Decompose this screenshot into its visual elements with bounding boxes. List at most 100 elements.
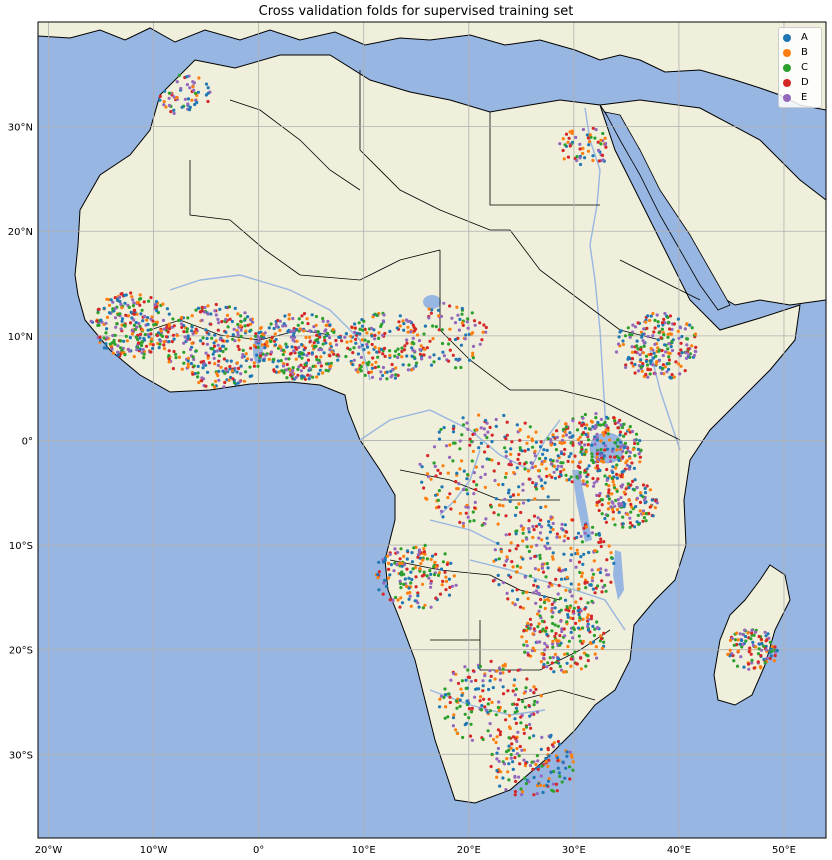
data-point-2442 xyxy=(566,615,570,619)
data-point-2232 xyxy=(454,583,458,587)
data-point-326 xyxy=(256,364,260,368)
data-point-609 xyxy=(312,341,316,345)
data-point-2175 xyxy=(444,588,448,592)
data-point-3000 xyxy=(473,323,477,327)
data-point-3088 xyxy=(600,512,604,516)
legend-marker-b xyxy=(783,48,791,57)
data-point-407 xyxy=(252,361,256,365)
data-point-1309 xyxy=(663,343,667,347)
data-point-1511 xyxy=(615,472,619,476)
data-point-971 xyxy=(383,354,387,358)
data-point-3058 xyxy=(650,498,654,502)
data-point-2034 xyxy=(590,576,595,580)
data-point-2688 xyxy=(454,699,459,703)
data-point-2336 xyxy=(554,631,558,636)
data-point-456 xyxy=(212,344,217,348)
data-point-1130 xyxy=(667,358,672,362)
data-point-357 xyxy=(220,320,224,324)
data-point-1743 xyxy=(504,454,508,458)
data-point-630 xyxy=(296,367,300,371)
data-point-2479 xyxy=(602,640,606,644)
data-point-3135 xyxy=(651,514,655,518)
data-point-1750 xyxy=(532,514,537,518)
data-point-1434 xyxy=(567,455,571,459)
data-point-943 xyxy=(360,343,365,347)
data-point-2428 xyxy=(581,617,585,621)
data-point-68 xyxy=(111,333,115,338)
data-point-774 xyxy=(330,350,334,354)
data-point-1545 xyxy=(616,438,620,442)
data-point-1627 xyxy=(595,452,599,456)
data-point-3161 xyxy=(619,503,624,508)
data-point-571 xyxy=(322,351,326,355)
data-point-2268 xyxy=(377,560,381,564)
data-point-2285 xyxy=(388,552,392,557)
data-point-1023 xyxy=(206,91,210,95)
data-point-2295 xyxy=(400,564,404,568)
data-point-1783 xyxy=(552,470,556,474)
data-point-2 xyxy=(149,296,153,300)
data-point-2911 xyxy=(758,665,763,669)
data-point-2817 xyxy=(513,790,518,794)
data-point-318 xyxy=(172,349,176,354)
data-point-1471 xyxy=(587,427,592,431)
data-point-2120 xyxy=(534,524,539,528)
data-point-2561 xyxy=(498,730,502,734)
data-point-2145 xyxy=(583,607,587,611)
data-point-1952 xyxy=(497,557,501,561)
data-point-1787 xyxy=(472,519,476,523)
data-point-2184 xyxy=(410,577,414,582)
data-point-2079 xyxy=(499,550,504,554)
data-point-1742 xyxy=(543,481,547,485)
data-point-2191 xyxy=(389,563,393,567)
data-point-1095 xyxy=(599,142,603,146)
data-point-3079 xyxy=(610,500,614,504)
data-point-2516 xyxy=(579,656,583,660)
data-point-2510 xyxy=(562,627,566,631)
data-point-2301 xyxy=(400,561,404,565)
data-point-239 xyxy=(135,300,139,305)
data-point-2845 xyxy=(747,650,751,654)
data-point-2617 xyxy=(473,695,477,699)
data-point-2094 xyxy=(562,552,566,556)
data-point-141 xyxy=(115,322,119,326)
data-point-1704 xyxy=(518,438,522,442)
data-point-1508 xyxy=(562,452,566,456)
x-tick-label-1: 10°W xyxy=(140,845,168,856)
data-point-2209 xyxy=(439,567,444,571)
data-point-1034 xyxy=(187,108,192,112)
data-point-2225 xyxy=(377,570,381,574)
data-point-1585 xyxy=(559,464,564,469)
data-point-361 xyxy=(167,354,171,358)
data-point-2728 xyxy=(510,742,514,746)
data-point-1290 xyxy=(644,359,649,363)
data-point-2119 xyxy=(599,544,603,549)
data-point-754 xyxy=(294,357,298,361)
data-point-3030 xyxy=(460,321,464,325)
data-point-1565 xyxy=(616,426,620,430)
data-point-2041 xyxy=(532,591,536,595)
data-point-1786 xyxy=(507,488,511,492)
data-point-781 xyxy=(288,329,292,333)
data-point-2501 xyxy=(545,632,549,637)
data-point-875 xyxy=(396,355,400,360)
data-point-2530 xyxy=(507,669,511,673)
data-point-2251 xyxy=(411,567,415,571)
data-point-529 xyxy=(249,346,253,350)
data-point-2070 xyxy=(514,529,518,534)
data-point-2497 xyxy=(571,636,575,640)
data-point-418 xyxy=(196,364,200,368)
data-point-1695 xyxy=(526,447,530,452)
data-point-3129 xyxy=(644,519,648,523)
data-point-1845 xyxy=(504,437,508,441)
data-point-2477 xyxy=(536,625,540,629)
data-point-633 xyxy=(282,362,286,366)
data-point-1988 xyxy=(506,597,510,601)
data-point-2344 xyxy=(551,655,555,660)
data-point-3092 xyxy=(611,510,615,514)
data-point-3083 xyxy=(613,504,617,508)
data-point-1222 xyxy=(662,317,666,321)
data-point-561 xyxy=(280,369,284,373)
data-point-880 xyxy=(394,349,398,353)
